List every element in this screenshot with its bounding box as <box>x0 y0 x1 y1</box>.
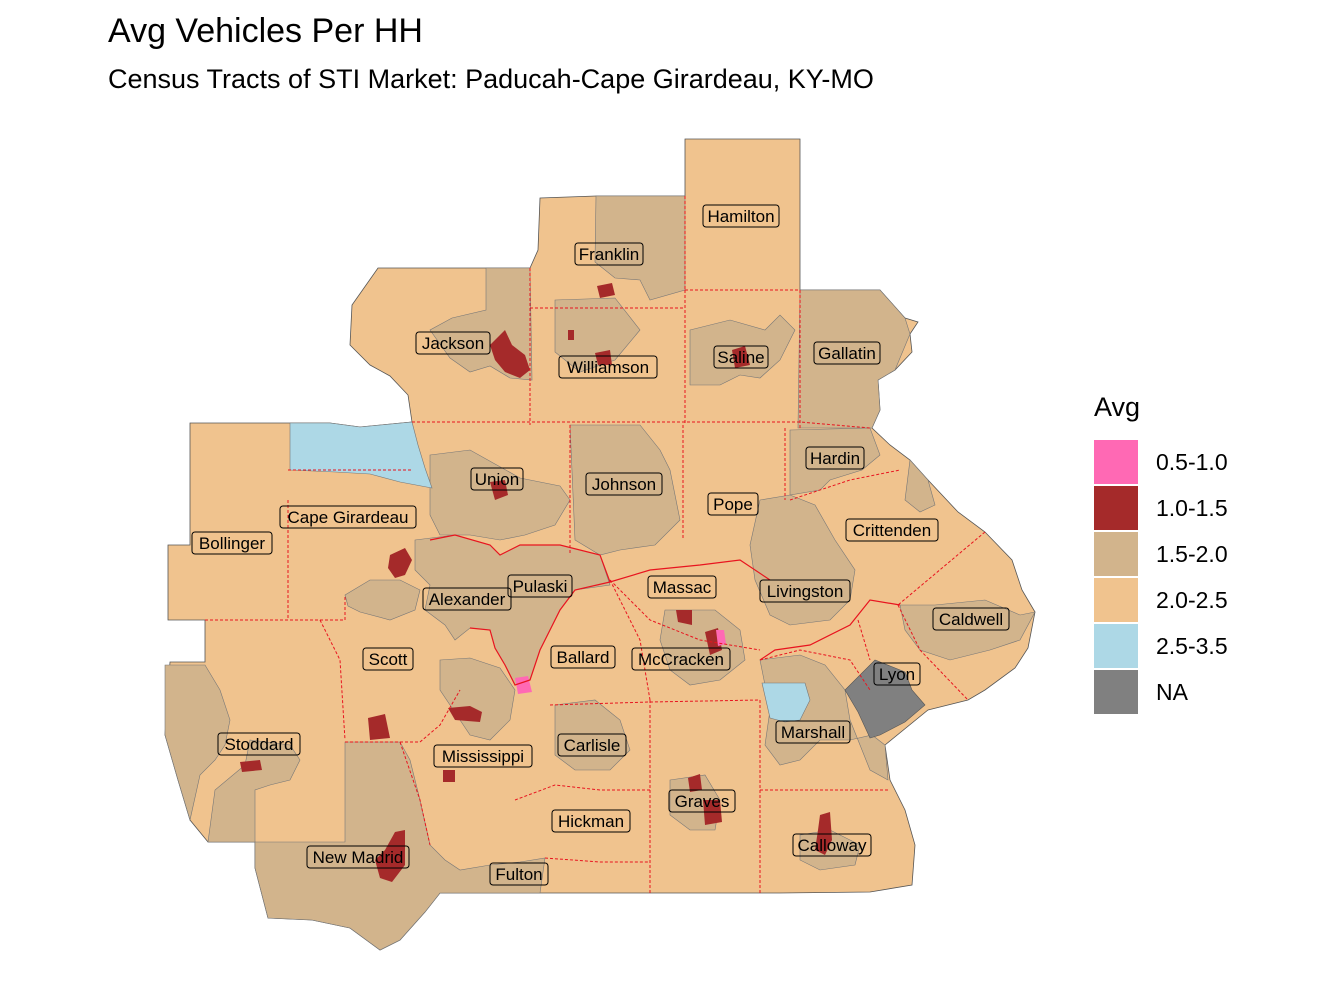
county-label-calloway: Calloway <box>792 833 872 857</box>
svg-text:Union: Union <box>475 470 519 489</box>
map-title: Avg Vehicles Per HH <box>108 12 423 50</box>
legend: Avg 0.5-1.0 1.0-1.5 1.5-2.0 2.0-2.5 2.5-3.5 N… <box>1094 392 1228 715</box>
county-label-scott: Scott <box>362 647 414 671</box>
county-label-marshall: Marshall <box>775 720 851 744</box>
svg-text:Marshall: Marshall <box>781 723 845 742</box>
svg-text:Mississippi: Mississippi <box>442 747 524 766</box>
county-label-fulton: Fulton <box>489 862 549 886</box>
county-label-lyon: Lyon <box>873 662 921 686</box>
svg-text:Fulton: Fulton <box>495 865 542 884</box>
legend-items: 0.5-1.0 1.0-1.5 1.5-2.0 2.0-2.5 2.5-3.5 NA <box>1094 439 1228 715</box>
svg-text:Cape Girardeau: Cape Girardeau <box>288 508 409 527</box>
svg-text:Gallatin: Gallatin <box>818 344 876 363</box>
legend-swatch <box>1094 486 1138 530</box>
svg-text:Livingston: Livingston <box>767 582 844 601</box>
region-light-blue <box>289 421 811 723</box>
county-label-crittenden: Crittenden <box>845 518 939 542</box>
county-label-bollinger: Bollinger <box>191 531 273 555</box>
svg-text:New Madrid: New Madrid <box>313 848 404 867</box>
county-label-pope: Pope <box>707 492 759 516</box>
svg-text:Franklin: Franklin <box>579 245 639 264</box>
county-label-gallatin: Gallatin <box>813 341 881 365</box>
county-label-saline: Saline <box>713 345 769 369</box>
legend-item: 2.5-3.5 <box>1094 623 1228 669</box>
legend-swatch <box>1094 624 1138 668</box>
svg-text:Stoddard: Stoddard <box>225 735 294 754</box>
legend-item: 1.0-1.5 <box>1094 485 1228 531</box>
svg-text:Pulaski: Pulaski <box>513 577 568 596</box>
county-label-graves: Graves <box>668 789 736 813</box>
legend-label: 1.5-2.0 <box>1156 540 1228 567</box>
county-label-union: Union <box>470 467 524 491</box>
svg-text:Pope: Pope <box>713 495 753 514</box>
svg-text:Johnson: Johnson <box>592 475 656 494</box>
legend-item: NA <box>1094 669 1228 715</box>
svg-text:Hamilton: Hamilton <box>707 207 774 226</box>
svg-text:Ballard: Ballard <box>557 648 610 667</box>
svg-text:Alexander: Alexander <box>429 590 506 609</box>
county-label-hamilton: Hamilton <box>702 204 780 228</box>
legend-item: 2.0-2.5 <box>1094 577 1228 623</box>
svg-text:McCracken: McCracken <box>638 650 724 669</box>
svg-text:Bollinger: Bollinger <box>199 534 265 553</box>
county-label-johnson: Johnson <box>585 472 663 496</box>
legend-swatch <box>1094 670 1138 714</box>
legend-label: 2.0-2.5 <box>1156 586 1228 613</box>
svg-text:Graves: Graves <box>675 792 730 811</box>
county-label-franklin: Franklin <box>574 242 644 266</box>
legend-swatch <box>1094 440 1138 484</box>
svg-text:Calloway: Calloway <box>798 836 867 855</box>
county-label-ballard: Ballard <box>550 645 616 669</box>
county-label-mississippi: Mississippi <box>433 744 533 768</box>
region-na <box>844 659 926 739</box>
legend-label: 2.5-3.5 <box>1156 632 1228 659</box>
county-label-williamson: Williamson <box>558 355 658 379</box>
legend-label: 1.0-1.5 <box>1156 494 1228 521</box>
legend-title: Avg <box>1094 392 1141 422</box>
svg-text:Saline: Saline <box>717 348 764 367</box>
svg-text:Carlisle: Carlisle <box>564 736 621 755</box>
state-boundaries <box>429 534 901 686</box>
svg-text:Crittenden: Crittenden <box>853 521 931 540</box>
county-label-livingston: Livingston <box>759 579 851 603</box>
county-labels: Hamilton Franklin Jackson Williamson Sal… <box>191 204 1010 886</box>
svg-text:Hardin: Hardin <box>810 449 860 468</box>
county-label-stoddard: Stoddard <box>217 732 301 756</box>
county-label-cape-girardeau: Cape Girardeau <box>279 505 417 529</box>
county-label-carlisle: Carlisle <box>557 733 627 757</box>
legend-label: NA <box>1156 678 1188 705</box>
svg-text:Jackson: Jackson <box>422 334 484 353</box>
county-label-hickman: Hickman <box>551 809 631 833</box>
legend-swatch <box>1094 532 1138 576</box>
county-label-mccracken: McCracken <box>631 647 731 671</box>
svg-text:Scott: Scott <box>369 650 408 669</box>
legend-label: 0.5-1.0 <box>1156 448 1228 475</box>
legend-item: 1.5-2.0 <box>1094 531 1228 577</box>
county-label-pulaski: Pulaski <box>507 574 573 598</box>
legend-item: 0.5-1.0 <box>1094 439 1228 485</box>
map-subtitle: Census Tracts of STI Market: Paducah-Cap… <box>108 64 874 94</box>
svg-text:Massac: Massac <box>653 578 712 597</box>
county-label-new-madrid: New Madrid <box>306 845 410 869</box>
county-label-hardin: Hardin <box>805 446 865 470</box>
svg-text:Williamson: Williamson <box>567 358 649 377</box>
svg-text:Caldwell: Caldwell <box>939 610 1003 629</box>
county-label-alexander: Alexander <box>422 587 512 611</box>
svg-text:Hickman: Hickman <box>558 812 624 831</box>
county-boundaries <box>205 196 986 893</box>
legend-swatch <box>1094 578 1138 622</box>
county-label-jackson: Jackson <box>415 331 491 355</box>
county-label-massac: Massac <box>647 575 717 599</box>
svg-text:Lyon: Lyon <box>879 665 915 684</box>
county-label-caldwell: Caldwell <box>932 607 1010 631</box>
